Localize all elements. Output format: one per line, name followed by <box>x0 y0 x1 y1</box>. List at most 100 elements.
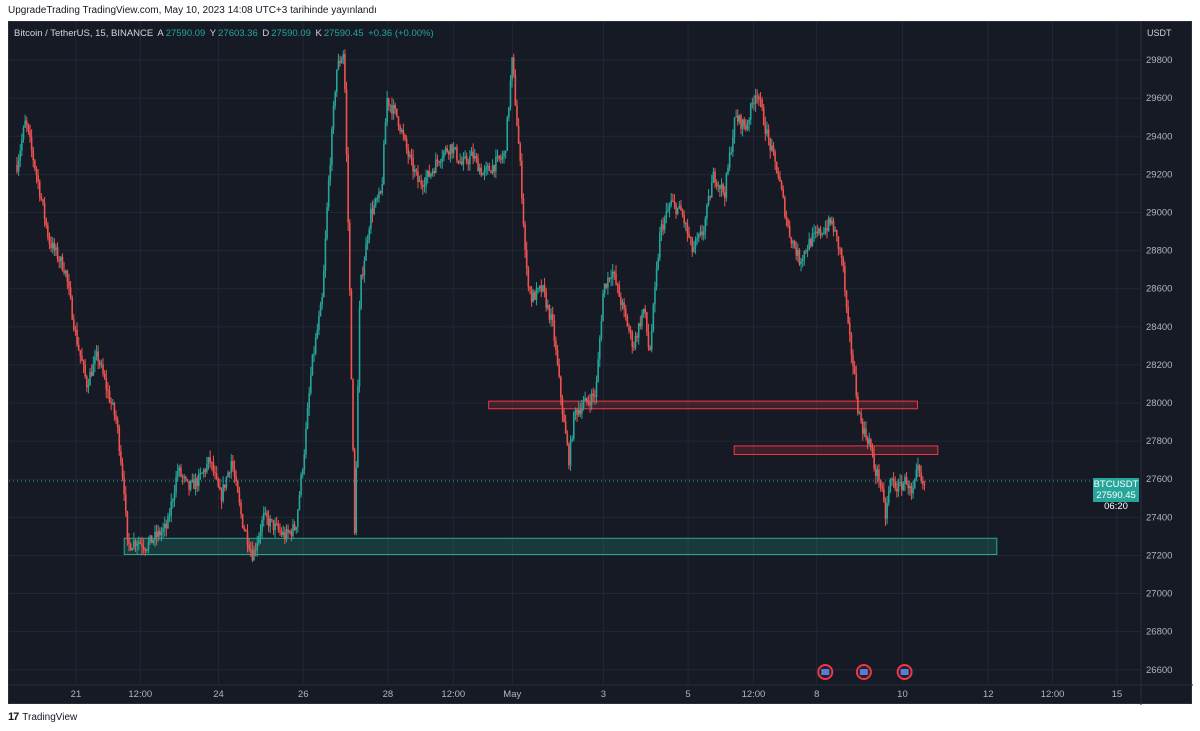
candle-body <box>522 198 525 225</box>
candle-body <box>595 381 598 397</box>
candle-body <box>355 467 358 533</box>
candle-body <box>860 413 862 422</box>
candle-body <box>517 125 520 144</box>
candle-body <box>592 393 595 396</box>
price-tick-label: 29000 <box>1146 208 1172 219</box>
candle-body <box>707 196 710 206</box>
candle-body <box>798 249 801 265</box>
candle-body <box>628 326 630 331</box>
candle-body <box>715 182 718 187</box>
price-chart[interactable]: 26600 26800 27000 27200 27400 27600 27800 28000… <box>9 22 1193 705</box>
candle-body <box>714 171 716 183</box>
candle-body <box>144 549 147 551</box>
candle-body <box>47 225 49 237</box>
candle-body <box>293 524 296 530</box>
symbol-label[interactable]: Bitcoin / TetherUS, 15, BINANCE <box>14 28 154 39</box>
candle-body <box>209 457 211 463</box>
candle-body <box>501 156 504 160</box>
open-label: A <box>157 28 164 39</box>
candle-body <box>923 483 926 485</box>
candle-body <box>253 549 255 561</box>
candle-body <box>506 117 509 151</box>
candle-body <box>556 349 559 365</box>
candle-body <box>142 547 145 550</box>
candle-body <box>149 535 151 542</box>
candle-body <box>659 232 661 258</box>
candle-body <box>452 147 455 153</box>
candle-body <box>233 468 236 477</box>
candle-body <box>697 234 700 239</box>
candle-body <box>163 523 166 529</box>
candle-body <box>775 161 778 174</box>
candle-body <box>493 165 496 172</box>
candle-body <box>889 479 892 492</box>
candle-body <box>436 159 439 162</box>
candle-body <box>589 402 591 406</box>
candle-body <box>308 393 310 409</box>
low-label: D <box>262 28 270 39</box>
candle-body <box>569 440 572 466</box>
candle-body <box>124 493 127 511</box>
candle-body <box>241 514 244 528</box>
candle-body <box>529 287 531 290</box>
candle-body <box>896 488 898 492</box>
candle-body <box>389 105 392 107</box>
price-tick-label: 27800 <box>1146 436 1172 447</box>
candle-body <box>348 222 351 291</box>
candle-body <box>186 478 189 482</box>
candle-body <box>92 363 95 376</box>
candle-body <box>22 127 25 140</box>
candle-body <box>16 164 18 172</box>
candle-body <box>160 531 163 536</box>
candle-body <box>227 472 229 478</box>
candle-body <box>249 549 252 551</box>
candle-body <box>624 308 627 317</box>
candle-body <box>876 469 879 476</box>
candle-body <box>180 467 182 477</box>
candle-body <box>207 457 210 464</box>
candle-body <box>837 236 840 249</box>
candle-body <box>805 250 807 252</box>
candle-body <box>879 480 882 486</box>
price-tick-label: 28600 <box>1146 284 1172 295</box>
candle-body <box>397 116 400 127</box>
candle-body <box>678 205 681 208</box>
candle-body <box>53 242 56 251</box>
candle-body <box>861 421 864 434</box>
candle-body <box>63 270 65 274</box>
price-tick-label: 29800 <box>1146 55 1172 66</box>
candle-body <box>834 230 836 232</box>
candle-body <box>829 218 832 224</box>
candle-body <box>699 231 702 235</box>
candle-body <box>842 258 845 267</box>
price-tick-label: 29600 <box>1146 93 1172 104</box>
candle-body <box>457 160 460 163</box>
chart-panel[interactable]: 26600 26800 27000 27200 27400 27600 27800 28000… <box>8 21 1193 705</box>
candle-body <box>543 285 546 293</box>
candle-body <box>521 160 523 199</box>
candle-body <box>462 157 465 165</box>
candle-body <box>881 485 884 489</box>
candle-body <box>396 108 398 117</box>
candle-body <box>405 138 408 149</box>
candle-body <box>64 270 67 274</box>
candle-body <box>623 302 625 309</box>
candle-body <box>371 208 374 214</box>
candle-body <box>24 120 26 128</box>
candle-body <box>774 151 776 162</box>
candle-body <box>512 57 515 75</box>
candle-body <box>157 530 160 538</box>
candle-body <box>472 151 474 159</box>
candle-body <box>275 523 278 525</box>
candle-body <box>894 481 897 489</box>
candle-body <box>909 485 911 489</box>
candle-body <box>818 228 820 233</box>
candle-body <box>280 531 283 535</box>
candle-body <box>441 157 444 162</box>
candle-body <box>79 350 82 356</box>
candle-body <box>735 115 737 118</box>
candle-body <box>788 225 791 238</box>
footer-brand[interactable]: TradingView <box>22 711 78 723</box>
candle-body <box>51 242 54 249</box>
candle-body <box>71 297 73 320</box>
